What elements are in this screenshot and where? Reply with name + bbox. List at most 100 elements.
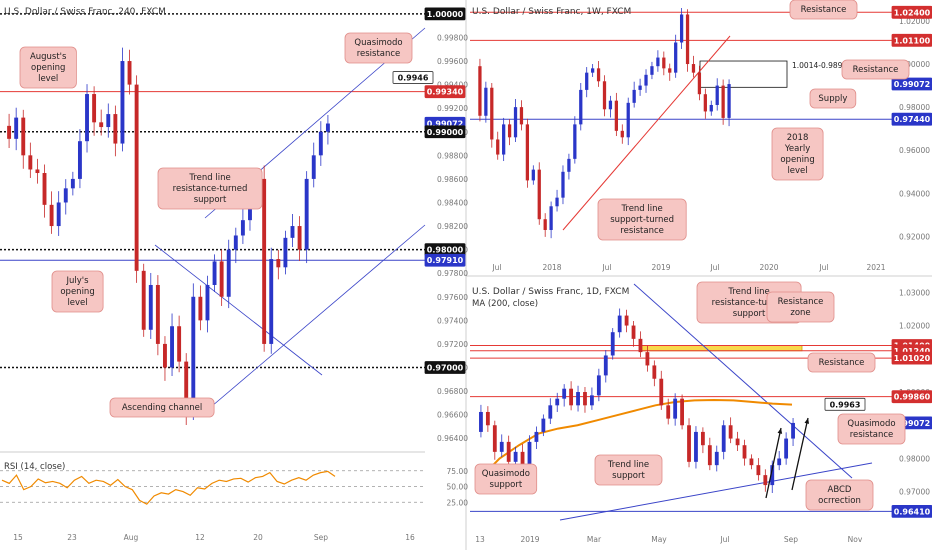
h4-candle bbox=[283, 237, 288, 268]
d-callout-resistance-box bbox=[807, 352, 876, 373]
h4-candle bbox=[212, 261, 217, 285]
h4-price-tick: 0.97800 bbox=[437, 269, 468, 278]
h4-callout-july-open-text: opening bbox=[60, 287, 94, 297]
h4-candle bbox=[106, 114, 111, 128]
w-date-tick: 2021 bbox=[866, 263, 885, 272]
h4-candle bbox=[49, 204, 54, 227]
d-callout-quasimodo-sup-box bbox=[474, 463, 538, 495]
d-candle bbox=[784, 438, 789, 459]
h4-candle bbox=[155, 284, 160, 344]
h4-date-tick: Sep bbox=[314, 533, 328, 542]
d-date-tick: Jul bbox=[719, 535, 729, 544]
d-callout-res-zone-text: zone bbox=[790, 308, 810, 318]
h4-callout-august-open-box bbox=[19, 46, 77, 89]
d-tag: 0.9963 bbox=[830, 400, 861, 409]
h4-tag: 0.99340 bbox=[427, 88, 464, 97]
w-callout-yearly-open-box bbox=[771, 127, 824, 181]
h4-candle bbox=[262, 178, 267, 344]
h4-tag-bg bbox=[392, 71, 434, 84]
h4-price-tick: 0.99200 bbox=[437, 104, 468, 113]
w-tag-bg bbox=[891, 33, 932, 47]
w-date-tick: Jul bbox=[491, 263, 501, 272]
w-price-tick: 0.94000 bbox=[899, 189, 930, 198]
w-candle bbox=[679, 14, 684, 43]
d-candle bbox=[694, 431, 698, 462]
w-candle bbox=[567, 158, 571, 172]
h4-tag-bg bbox=[424, 253, 466, 267]
d-callout-abcd-box bbox=[805, 479, 874, 511]
h4-callout-quasimodo-box bbox=[344, 32, 413, 64]
w-candle bbox=[537, 169, 541, 220]
h4-candle bbox=[63, 188, 68, 203]
d-candle bbox=[534, 431, 539, 442]
h4-callout-august-open-text: level bbox=[38, 74, 58, 84]
h4-callout-july-open-text: July's bbox=[66, 276, 90, 286]
d-group bbox=[479, 308, 795, 493]
d-date-tick: 2019 bbox=[520, 535, 539, 544]
h4-price-tick: 0.97400 bbox=[437, 316, 468, 325]
h4-price-tick: 0.98400 bbox=[437, 198, 468, 207]
h4-callout-quasimodo-text: Quasimodo bbox=[354, 38, 402, 48]
w-candle bbox=[614, 100, 618, 131]
w-zone-label: 1.0014-0.9892 bbox=[792, 61, 847, 70]
d-arrow-ab bbox=[765, 427, 782, 499]
d-callout-quasimodo-res-text: Quasimodo bbox=[847, 419, 895, 429]
d-candle bbox=[520, 451, 525, 472]
w-candle bbox=[519, 107, 524, 125]
d-candle bbox=[770, 465, 775, 486]
h4-candle bbox=[113, 114, 118, 144]
w-candle bbox=[513, 107, 518, 138]
d-callout-trendline-support-text: Trend line bbox=[607, 460, 649, 470]
w-candle bbox=[703, 94, 707, 112]
w-date-tick: Jul bbox=[601, 263, 611, 272]
d-callout-abcd-text: ocrrection bbox=[818, 496, 861, 506]
h4-candle bbox=[134, 84, 139, 271]
w-callout-yearly-open-text: level bbox=[787, 166, 807, 176]
h4-tag-bg bbox=[424, 361, 466, 374]
h4-date-tick: 16 bbox=[405, 533, 415, 542]
w-date-tick: 2018 bbox=[542, 263, 561, 272]
h4-date-tick: 23 bbox=[67, 533, 77, 542]
w-candle bbox=[662, 57, 666, 69]
w-candle bbox=[549, 206, 553, 230]
h4-tag: 0.98000 bbox=[427, 246, 464, 255]
w-tag: 0.99072 bbox=[894, 80, 930, 89]
h4-candle bbox=[304, 178, 309, 250]
h4-callout-august-open-text: August's bbox=[30, 52, 67, 62]
d-ma-label: MA (200, close) bbox=[472, 299, 538, 309]
d-candle bbox=[569, 388, 574, 406]
d-candle bbox=[791, 422, 795, 439]
h4-candle bbox=[311, 155, 316, 179]
d-candle bbox=[763, 475, 768, 486]
h4-candle bbox=[198, 296, 203, 321]
d-candle bbox=[721, 425, 726, 452]
h4-candle bbox=[120, 61, 125, 144]
h4-tag: 0.97000 bbox=[427, 363, 464, 372]
d-callout-trendline-top-text: resistance-turned bbox=[712, 298, 787, 308]
w-trendline bbox=[562, 35, 731, 231]
w-price-tick: 1.00000 bbox=[899, 60, 930, 69]
d-candle bbox=[596, 375, 601, 396]
w-callout-trendline-text: resistance bbox=[620, 226, 664, 236]
d-candle bbox=[590, 395, 594, 406]
d-candle bbox=[666, 405, 671, 419]
h4-callout-july-open-box bbox=[51, 270, 104, 313]
w-candle bbox=[596, 68, 601, 82]
h4-callout-trendline-text: Trend line bbox=[188, 173, 230, 183]
d-tag: 1.01240 bbox=[894, 347, 931, 356]
h4-candle bbox=[290, 226, 295, 238]
h4-candle bbox=[28, 155, 33, 170]
h4-candle bbox=[219, 261, 224, 297]
w-callout-resistance-top-box bbox=[789, 0, 858, 20]
h4-price-tick: 0.97200 bbox=[437, 340, 468, 349]
w-candle bbox=[709, 104, 713, 112]
d-date-tick: Nov bbox=[848, 535, 863, 544]
w-candle bbox=[502, 124, 506, 155]
rsi-tick: 75.00 bbox=[447, 467, 469, 476]
d-candle bbox=[680, 398, 684, 426]
d-candle bbox=[638, 338, 643, 353]
d-candle bbox=[631, 325, 636, 339]
d-candle bbox=[548, 405, 553, 419]
h4-callout-august-open-text: opening bbox=[31, 63, 65, 73]
w-price-tick: 0.98000 bbox=[899, 103, 930, 112]
